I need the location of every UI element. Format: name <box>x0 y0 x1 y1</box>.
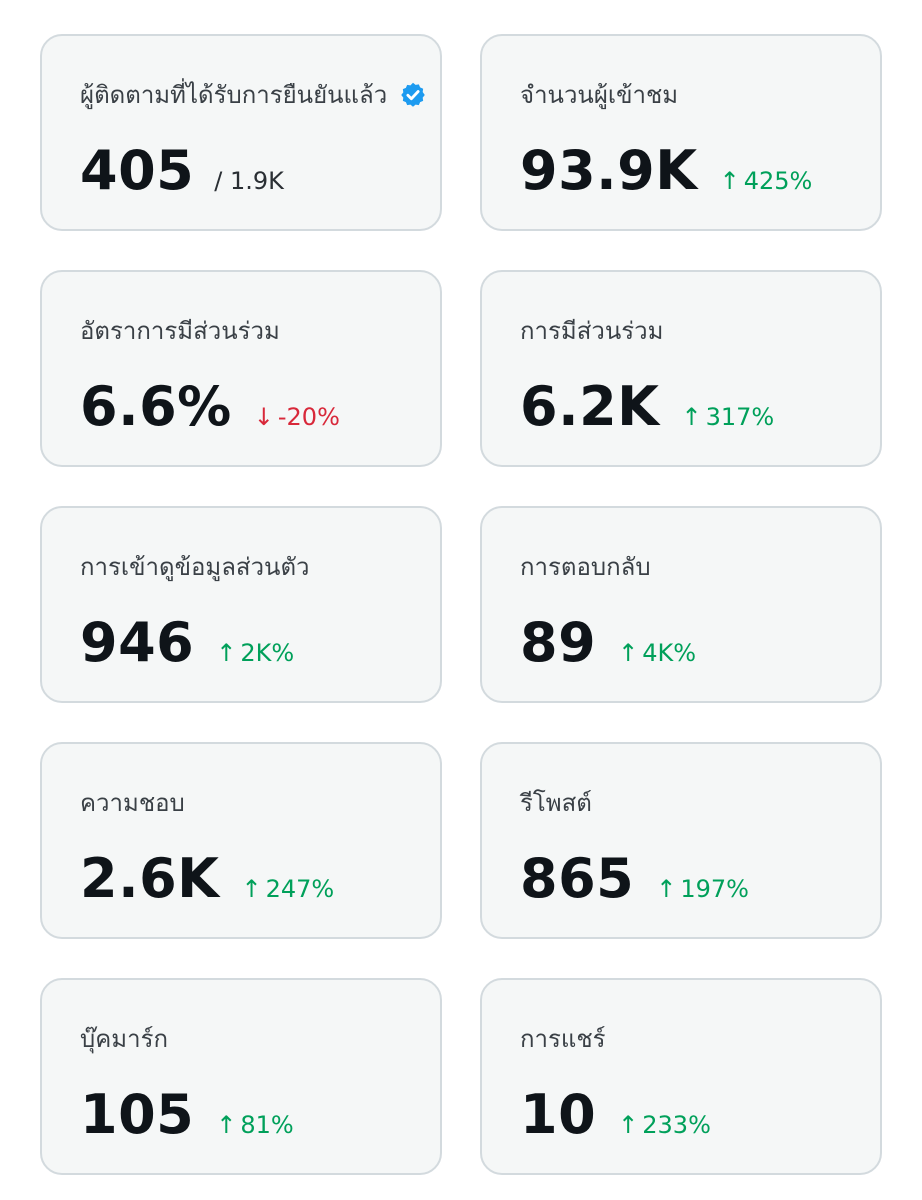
metric-card-impressions[interactable]: จำนวนผู้เข้าชม 93.9K ↑ 425% <box>480 34 882 231</box>
metric-change-value: 247% <box>265 875 335 903</box>
metric-value: 93.9K <box>520 139 698 202</box>
metric-value: 6.6% <box>80 375 232 438</box>
arrow-up-icon: ↑ <box>719 167 740 195</box>
metric-card-verified-followers[interactable]: ผู้ติดตามที่ได้รับการยืนยันแล้ว 405 / 1.… <box>40 34 442 231</box>
metric-card-likes[interactable]: ความชอบ 2.6K ↑ 247% <box>40 742 442 939</box>
metric-label: การเข้าดูข้อมูลส่วนตัว <box>80 553 310 581</box>
metric-change: ↑ 425% <box>720 167 813 195</box>
metric-label: การตอบกลับ <box>520 553 651 581</box>
metric-change: ↑ 4K% <box>618 639 696 667</box>
metric-value: 6.2K <box>520 375 660 438</box>
metric-value-row: 405 / 1.9K <box>80 139 284 203</box>
metric-value-row: 865 ↑ 197% <box>520 847 749 911</box>
metric-card-engagement-rate[interactable]: อัตราการมีส่วนร่วม 6.6% ↓ -20% <box>40 270 442 467</box>
metric-label: ผู้ติดตามที่ได้รับการยืนยันแล้ว <box>80 78 427 112</box>
verified-badge-icon <box>399 81 427 109</box>
arrow-up-icon: ↑ <box>618 639 639 667</box>
metric-value-row: 10 ↑ 233% <box>520 1083 711 1147</box>
metric-change: ↑ 233% <box>618 1111 711 1139</box>
metric-change: ↑ 247% <box>242 875 335 903</box>
arrow-up-icon: ↑ <box>656 875 677 903</box>
metric-label: บุ๊คมาร์ก <box>80 1025 169 1053</box>
arrow-up-icon: ↑ <box>216 1111 237 1139</box>
metric-change: ↑ 2K% <box>216 639 294 667</box>
metric-change-value: 197% <box>680 875 749 903</box>
metric-card-shares[interactable]: การแชร์ 10 ↑ 233% <box>480 978 882 1175</box>
metric-change-value: -20% <box>277 403 340 431</box>
arrow-up-icon: ↑ <box>241 875 262 903</box>
arrow-down-icon: ↓ <box>253 403 274 431</box>
metric-change-value: 2K% <box>240 639 295 667</box>
metric-change-value: 233% <box>642 1111 711 1139</box>
metric-value-row: 6.6% ↓ -20% <box>80 375 340 439</box>
metric-change-value: 425% <box>743 167 813 195</box>
metric-change: ↑ 317% <box>682 403 775 431</box>
arrow-up-icon: ↑ <box>618 1111 639 1139</box>
metric-label: รีโพสต์ <box>520 789 592 817</box>
metrics-grid: ผู้ติดตามที่ได้รับการยืนยันแล้ว 405 / 1.… <box>40 34 882 1175</box>
metric-change-value: 81% <box>240 1111 294 1139</box>
metric-change: ↑ 81% <box>216 1111 293 1139</box>
metric-card-reposts[interactable]: รีโพสต์ 865 ↑ 197% <box>480 742 882 939</box>
arrow-up-icon: ↑ <box>216 639 237 667</box>
metric-value-row: 105 ↑ 81% <box>80 1083 294 1147</box>
metric-change: ↓ -20% <box>254 403 340 431</box>
metric-value: 2.6K <box>80 847 220 910</box>
metric-label-text: ผู้ติดตามที่ได้รับการยืนยันแล้ว <box>80 81 388 109</box>
metric-card-bookmarks[interactable]: บุ๊คมาร์ก 105 ↑ 81% <box>40 978 442 1175</box>
metric-card-profile-visits[interactable]: การเข้าดูข้อมูลส่วนตัว 946 ↑ 2K% <box>40 506 442 703</box>
metric-value: 89 <box>520 611 597 674</box>
metric-label: การแชร์ <box>520 1025 606 1053</box>
metric-value-row: 89 ↑ 4K% <box>520 611 696 675</box>
metric-label: อัตราการมีส่วนร่วม <box>80 317 280 345</box>
metric-value: 405 <box>80 139 195 202</box>
metric-value: 865 <box>520 847 635 910</box>
metric-value-row: 2.6K ↑ 247% <box>80 847 334 911</box>
metric-value-row: 93.9K ↑ 425% <box>520 139 812 203</box>
metric-value-row: 946 ↑ 2K% <box>80 611 294 675</box>
metric-value: 10 <box>520 1083 597 1146</box>
arrow-up-icon: ↑ <box>681 403 702 431</box>
metric-label: จำนวนผู้เข้าชม <box>520 81 679 109</box>
metric-label: การมีส่วนร่วม <box>520 317 664 345</box>
metric-value: 105 <box>80 1083 195 1146</box>
metric-value-row: 6.2K ↑ 317% <box>520 375 774 439</box>
metric-change-value: 4K% <box>642 639 697 667</box>
metric-card-engagements[interactable]: การมีส่วนร่วม 6.2K ↑ 317% <box>480 270 882 467</box>
metric-card-replies[interactable]: การตอบกลับ 89 ↑ 4K% <box>480 506 882 703</box>
metric-label: ความชอบ <box>80 789 185 817</box>
metric-change-value: 317% <box>705 403 775 431</box>
metric-total: / 1.9K <box>214 167 284 195</box>
metric-change: ↑ 197% <box>656 875 749 903</box>
metric-value: 946 <box>80 611 195 674</box>
